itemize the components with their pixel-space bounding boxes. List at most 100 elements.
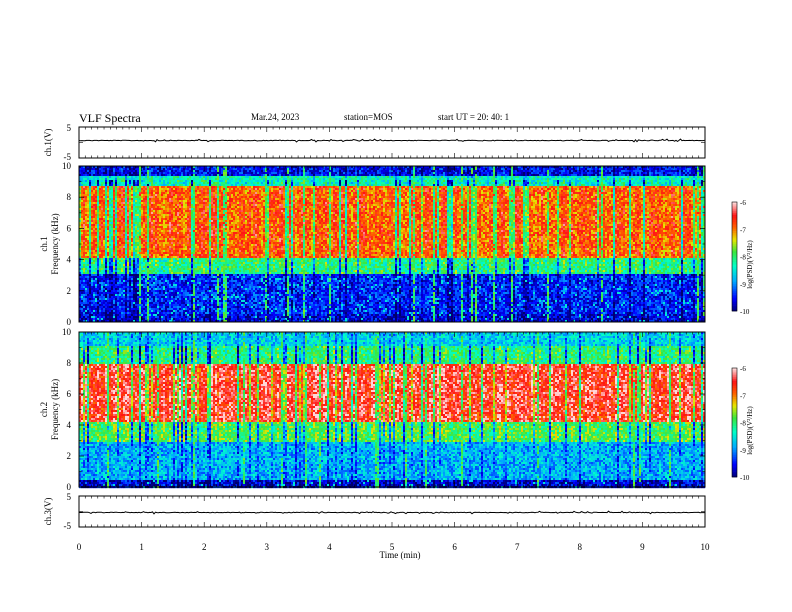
psd-cell (83, 242, 85, 244)
psd-cell (99, 192, 101, 194)
psd-cell (91, 170, 93, 172)
psd-cell (85, 258, 87, 260)
psd-cell (97, 312, 99, 314)
psd-cell (85, 198, 87, 200)
psd-cell (83, 170, 85, 172)
psd-cell (87, 314, 89, 316)
psd-cell (91, 304, 93, 306)
psd-cell (87, 246, 89, 248)
psd-cell (89, 288, 91, 290)
psd-cell (89, 242, 91, 244)
psd-cell (99, 218, 101, 220)
psd-cell (95, 176, 97, 178)
psd-cell (97, 264, 99, 266)
psd-cell (97, 296, 99, 298)
psd-cell (95, 204, 97, 206)
psd-cell (83, 294, 85, 296)
psd-cell (81, 240, 83, 242)
psd-cell (91, 202, 93, 204)
psd-cell (87, 260, 89, 262)
psd-cell (95, 308, 97, 310)
psd-cell (91, 270, 93, 272)
psd-cell (87, 244, 89, 246)
psd-cell (89, 220, 91, 222)
psd-cell (93, 178, 95, 180)
psd-cell (91, 232, 93, 234)
psd-cell (99, 256, 101, 258)
psd-cell (93, 194, 95, 196)
psd-cell (101, 194, 103, 196)
psd-cell (97, 200, 99, 202)
psd-cell (101, 228, 103, 230)
psd-cell (89, 168, 91, 170)
psd-cell (85, 224, 87, 226)
psd-cell (87, 200, 89, 202)
psd-cell (81, 276, 83, 278)
psd-cell (97, 246, 99, 248)
psd-cell (101, 168, 103, 170)
psd-cell (95, 282, 97, 284)
psd-cell (95, 216, 97, 218)
psd-cell (89, 310, 91, 312)
psd-cell (87, 230, 89, 232)
psd-cell (81, 292, 83, 294)
psd-cell (83, 268, 85, 270)
psd-cell (91, 274, 93, 276)
psd-cell (99, 298, 101, 300)
psd-cell (91, 220, 93, 222)
psd-cell (97, 170, 99, 172)
psd-cell (91, 314, 93, 316)
psd-cell (101, 186, 103, 188)
psd-cell (93, 168, 95, 170)
psd-cell (87, 288, 89, 290)
psd-cell (99, 180, 101, 182)
psd-cell (99, 312, 101, 314)
psd-cell (89, 170, 91, 172)
psd-cell (95, 174, 97, 176)
psd-cell (93, 170, 95, 172)
psd-cell (85, 282, 87, 284)
psd-cell (91, 280, 93, 282)
psd-cell (89, 240, 91, 242)
psd-cell (95, 306, 97, 308)
psd-cell (83, 232, 85, 234)
psd-cell (91, 208, 93, 210)
psd-cell (89, 308, 91, 310)
psd-cell (87, 196, 89, 198)
psd-cell (97, 260, 99, 262)
psd-cell (91, 228, 93, 230)
psd-cell (99, 310, 101, 312)
psd-cell (95, 314, 97, 316)
psd-cell (89, 190, 91, 192)
psd-cell (91, 206, 93, 208)
psd-cell (91, 216, 93, 218)
psd-cell (95, 286, 97, 288)
psd-cell (97, 202, 99, 204)
psd-cell (81, 192, 83, 194)
psd-cell (91, 226, 93, 228)
psd-cell (93, 228, 95, 230)
psd-cell (87, 182, 89, 184)
psd-cell (87, 172, 89, 174)
psd-cell (83, 172, 85, 174)
psd-cell (91, 268, 93, 270)
psd-cell (89, 270, 91, 272)
psd-cell (81, 308, 83, 310)
psd-cell (93, 298, 95, 300)
psd-cell (97, 238, 99, 240)
psd-cell (87, 174, 89, 176)
psd-cell (97, 300, 99, 302)
psd-cell (95, 318, 97, 320)
psd-cell (83, 252, 85, 254)
psd-cell (99, 178, 101, 180)
psd-cell (89, 234, 91, 236)
psd-cell (97, 256, 99, 258)
psd-cell (85, 260, 87, 262)
psd-cell (91, 214, 93, 216)
psd-cell (81, 232, 83, 234)
vlf-figure: 5-5ch.1(V)0246810ch.1 Frequency (kHz)-6-7… (0, 0, 792, 612)
psd-cell (89, 200, 91, 202)
psd-cell (85, 244, 87, 246)
psd-cell (93, 192, 95, 194)
psd-cell (93, 210, 95, 212)
